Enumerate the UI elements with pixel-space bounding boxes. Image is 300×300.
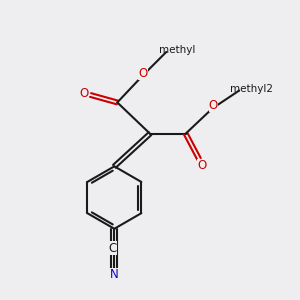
- Text: methyl2: methyl2: [230, 84, 273, 94]
- Text: C: C: [109, 242, 117, 255]
- Text: N: N: [110, 268, 119, 281]
- Text: O: O: [139, 67, 148, 80]
- Text: O: O: [197, 159, 207, 172]
- Text: O: O: [80, 87, 88, 100]
- Text: O: O: [209, 99, 218, 112]
- Text: methyl: methyl: [159, 44, 195, 55]
